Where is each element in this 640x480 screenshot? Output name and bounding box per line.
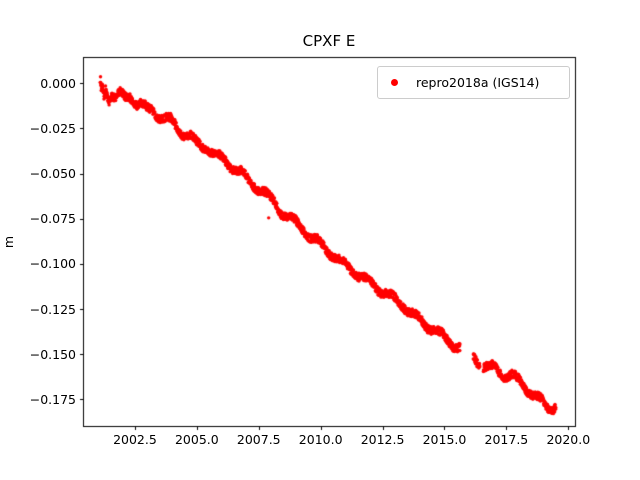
x-tick-label: 2020.0 [546, 432, 591, 447]
x-tick-label: 2007.5 [236, 432, 281, 447]
legend-series-label: repro2018a (IGS14) [416, 75, 540, 90]
legend: repro2018a (IGS14) [377, 66, 570, 99]
x-tick-label: 2012.5 [360, 432, 405, 447]
x-tick-label: 2010.0 [298, 432, 343, 447]
x-tick-label: 2002.5 [113, 432, 157, 447]
y-tick-label: −0.075 [29, 211, 76, 227]
legend-marker-dot [391, 79, 398, 86]
y-tick-label: −0.050 [29, 166, 76, 182]
y-tick-label: −0.150 [29, 346, 76, 362]
y-tick-label: −0.175 [29, 391, 76, 407]
chart-title: CPXF E [302, 32, 356, 50]
x-tick-label: 2005.0 [174, 432, 219, 447]
x-tick-label: 2015.0 [422, 432, 467, 447]
y-tick-label: −0.025 [29, 120, 76, 136]
y-tick-label: 0.000 [40, 75, 76, 91]
y-axis-label: m [1, 235, 16, 249]
x-tick-label: 2017.5 [484, 432, 529, 447]
y-tick-label: −0.125 [29, 301, 76, 317]
y-tick-label: −0.100 [29, 256, 76, 272]
